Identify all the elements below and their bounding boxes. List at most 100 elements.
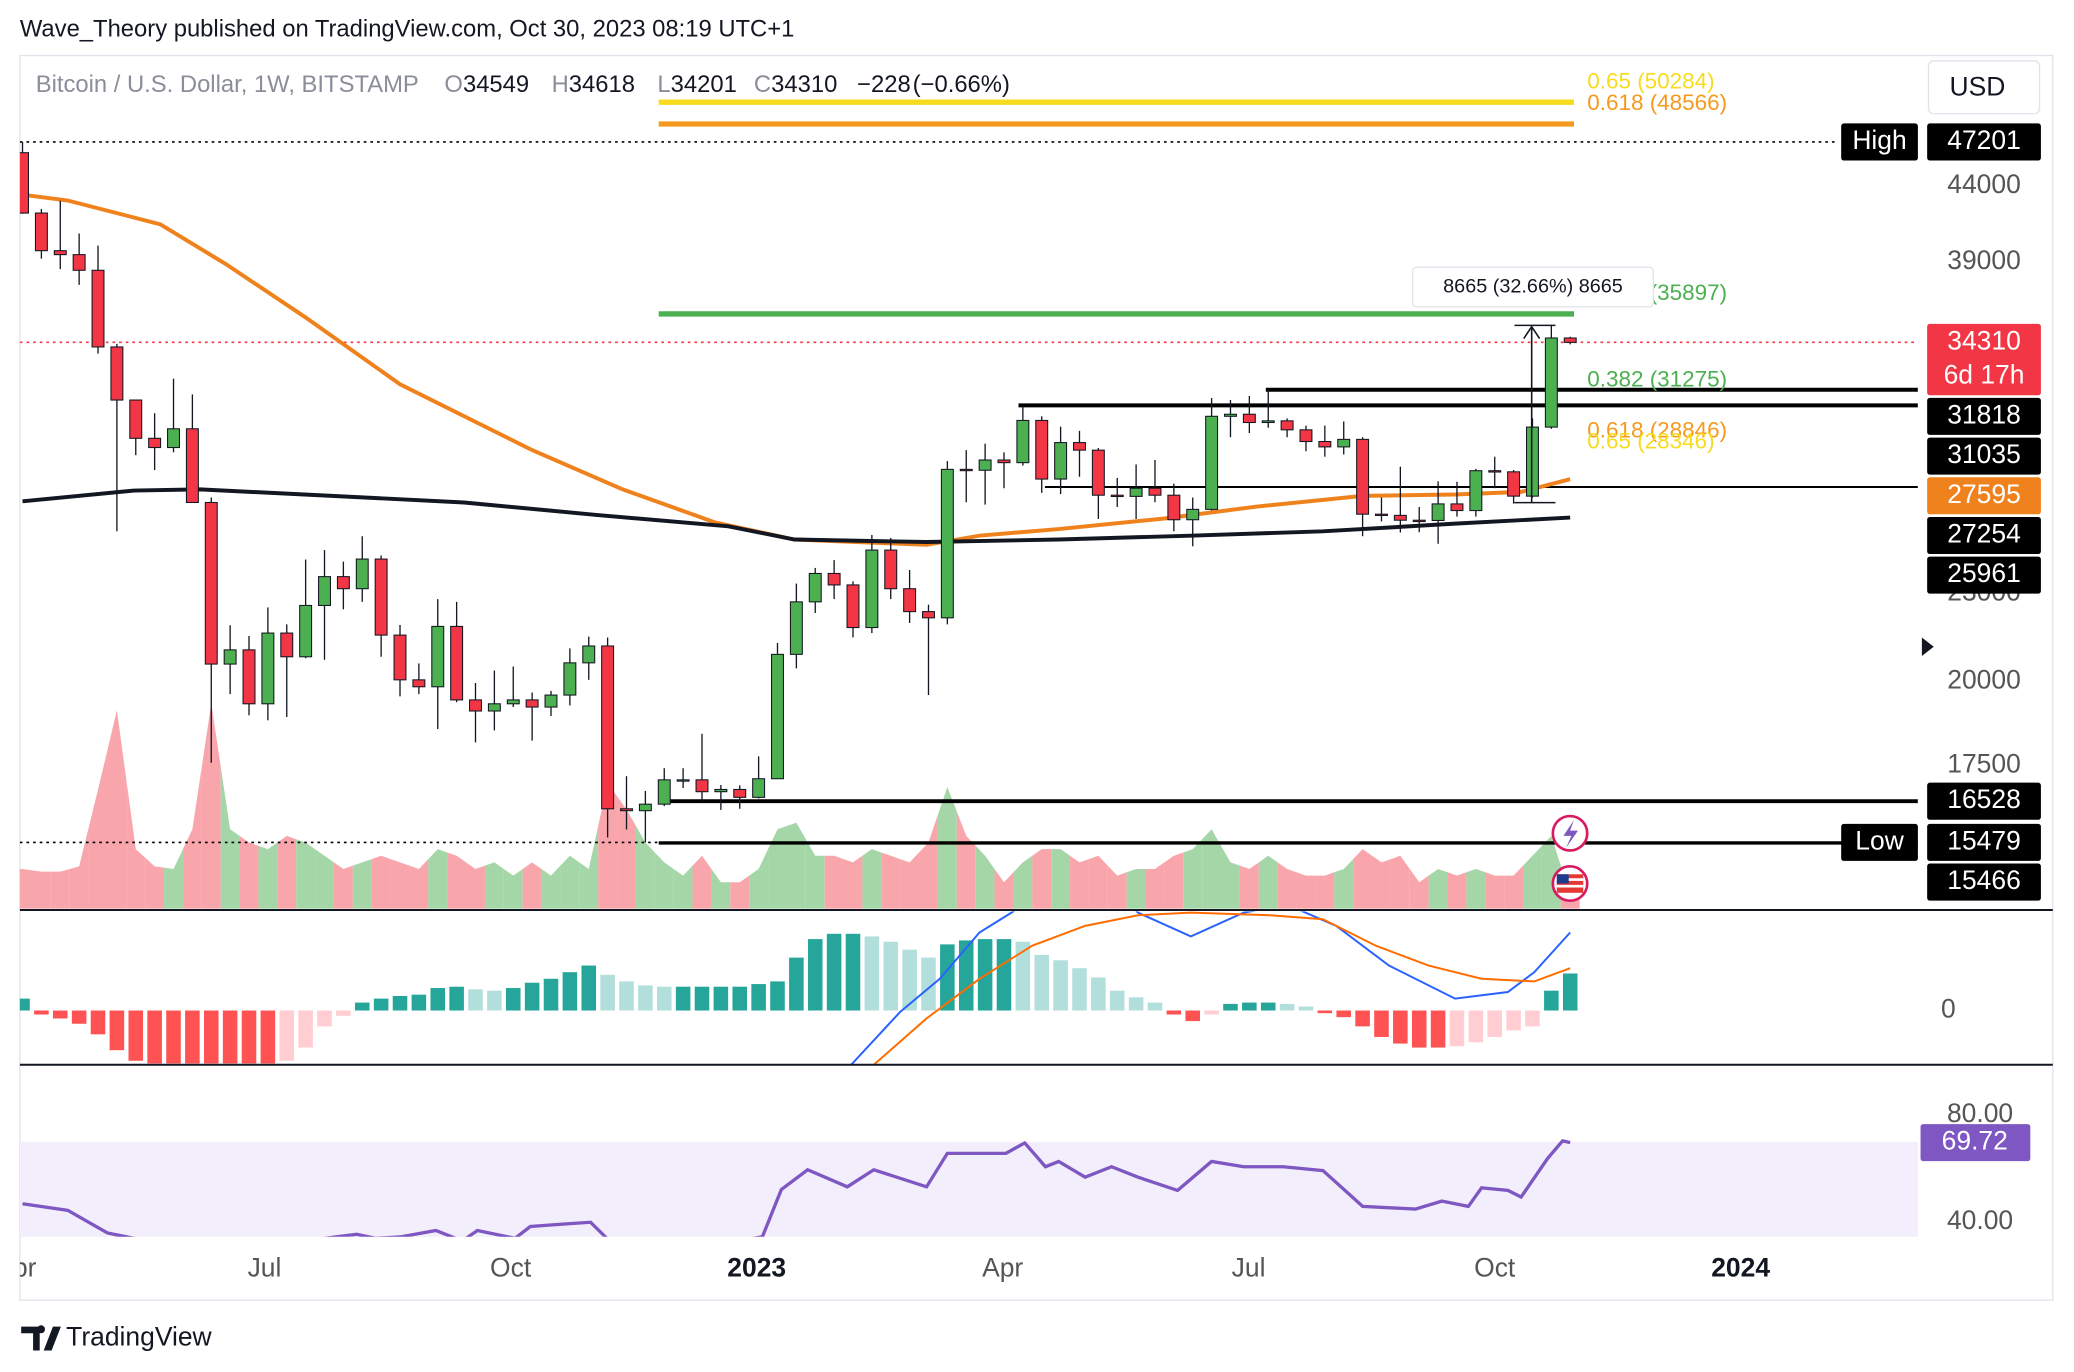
macd-bar xyxy=(807,939,823,1011)
volume-area xyxy=(1334,859,1354,909)
x-tick-label: 2024 xyxy=(1711,1253,1770,1283)
moving-average xyxy=(22,487,1571,545)
volume-area xyxy=(1088,855,1108,909)
macd-bar xyxy=(279,1010,295,1061)
ohlc-value: 34618 xyxy=(569,71,635,98)
volume-area xyxy=(1277,862,1297,909)
button-box[interactable] xyxy=(1927,60,2041,115)
volume-area xyxy=(182,766,202,909)
flag-stripe xyxy=(1556,884,1584,888)
candle-body xyxy=(110,346,124,401)
macd-bar xyxy=(1109,990,1125,1011)
volume-area xyxy=(749,849,769,909)
candle-body xyxy=(223,649,237,665)
macd-bar xyxy=(1317,1010,1333,1014)
candle-body xyxy=(1073,442,1086,451)
price-label: 25961 xyxy=(1947,558,2021,588)
change: −228 xyxy=(857,71,911,98)
volume-area xyxy=(296,839,316,909)
rsi-tick-label: 40.00 xyxy=(1947,1205,2013,1235)
x-tick-label: Oct xyxy=(490,1253,532,1283)
volume-area xyxy=(1409,868,1429,909)
candle-body xyxy=(469,699,482,712)
volume-area xyxy=(1315,872,1335,909)
volume-area xyxy=(164,849,183,909)
macd-bar xyxy=(675,986,691,1011)
ohlc-key: O xyxy=(444,71,463,98)
lightning xyxy=(1563,820,1578,848)
candle-body xyxy=(487,703,501,712)
price-label: 47201 xyxy=(1947,125,2021,155)
y-tick-label: 39000 xyxy=(1947,245,2021,275)
macd-bar xyxy=(317,1010,332,1027)
volume-area xyxy=(1447,872,1467,909)
fib-label: 0.65 (50284) xyxy=(1587,68,1714,93)
volume-area xyxy=(1126,868,1146,909)
rsi-pane xyxy=(19,1138,1918,1237)
event-icons[interactable] xyxy=(1551,814,1589,903)
macd-bar xyxy=(713,986,729,1011)
candle-body xyxy=(771,653,784,780)
macd-bar xyxy=(524,982,540,1011)
macd-bar xyxy=(1298,1006,1314,1011)
rsi-tick-label: 80.00 xyxy=(1947,1098,2013,1128)
macd-bar xyxy=(34,1010,49,1015)
volume-area xyxy=(1107,865,1127,909)
volume-area xyxy=(428,849,448,909)
candle-body xyxy=(827,572,841,586)
candle-body xyxy=(72,254,86,271)
candle-body xyxy=(544,694,558,708)
volume-area xyxy=(579,826,599,909)
volume-area xyxy=(1485,872,1505,909)
volume-area xyxy=(635,826,655,909)
candle-body xyxy=(318,576,331,606)
x-tick-label: Apr xyxy=(982,1253,1023,1283)
overlay: 44000390002300020000175000.65 (50284)0.6… xyxy=(1587,68,2041,1235)
scroll-arrow[interactable] xyxy=(1921,637,1934,657)
macd-line xyxy=(849,911,1571,1065)
macd-bar xyxy=(468,989,483,1011)
ohlc-key: C xyxy=(754,71,771,98)
candle-body xyxy=(299,604,313,658)
volume-area xyxy=(371,855,391,909)
candle-body xyxy=(1129,487,1143,497)
volume-area xyxy=(805,839,825,909)
currency-button[interactable]: USD xyxy=(1927,60,2041,115)
rsi-band xyxy=(19,1141,1918,1237)
macd-bar xyxy=(166,1010,181,1064)
macd-bar xyxy=(90,1010,106,1035)
candle-body xyxy=(884,549,898,590)
candle-body xyxy=(695,779,709,793)
macd-bar xyxy=(505,988,521,1011)
candle-body xyxy=(1393,514,1407,521)
candle-body xyxy=(1035,419,1049,480)
ohlc-key: H xyxy=(552,71,569,98)
candle-body xyxy=(204,501,218,665)
macd-bar xyxy=(1260,1002,1276,1011)
volume-area xyxy=(31,870,51,909)
volume-area xyxy=(466,862,485,909)
button-label[interactable]: USD xyxy=(1950,72,2006,102)
macd-bar xyxy=(1393,1010,1408,1044)
volume-area xyxy=(1070,855,1089,909)
macd-bar xyxy=(392,995,408,1011)
candle-body xyxy=(1450,503,1464,512)
candle-body xyxy=(714,788,728,793)
candle-body xyxy=(185,428,199,504)
macd-bar xyxy=(1204,1010,1219,1015)
price-label: 27254 xyxy=(1947,518,2021,548)
candle-body xyxy=(1054,442,1068,480)
macd-bar xyxy=(1166,1010,1182,1015)
flag-stripe xyxy=(1556,878,1584,881)
candle-body xyxy=(1016,419,1030,464)
macd-bar xyxy=(1544,990,1559,1011)
volume-area xyxy=(107,710,127,909)
footer-brand: TradingView xyxy=(66,1322,212,1352)
y-tick-label: 44000 xyxy=(1947,169,2021,199)
macd-bar xyxy=(1374,1010,1389,1037)
volume-area xyxy=(1221,845,1240,909)
volume-area xyxy=(673,865,693,909)
price-label-name-box xyxy=(1841,823,1918,861)
price-label: 15466 xyxy=(1947,865,2021,895)
macd-bar xyxy=(1279,1003,1295,1011)
